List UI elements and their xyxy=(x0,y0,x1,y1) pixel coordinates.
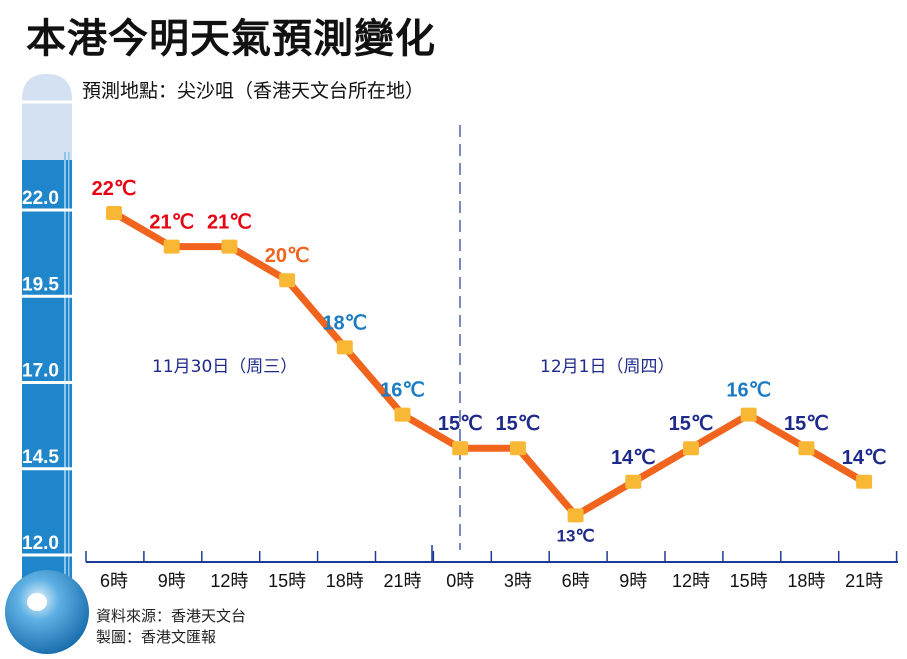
data-label: 20℃ xyxy=(265,245,310,267)
data-label: 22℃ xyxy=(92,178,137,200)
series-line xyxy=(112,209,866,519)
data-label: 15℃ xyxy=(496,413,541,435)
bulb-highlight xyxy=(27,593,47,611)
x-tick-label: 18時 xyxy=(787,571,825,591)
data-label: 15℃ xyxy=(784,413,829,435)
x-tick-label: 15時 xyxy=(730,571,768,591)
data-label: 16℃ xyxy=(380,380,425,402)
source-credit: 資料來源：香港天文台 xyxy=(96,607,247,625)
data-label: 14℃ xyxy=(611,447,656,469)
day-label-1: 11月30日（周三） xyxy=(152,357,298,377)
thermometer-tick-label: 12.0 xyxy=(22,533,59,554)
x-tick-label: 15時 xyxy=(268,571,306,591)
x-tick-label: 6時 xyxy=(100,571,128,591)
data-point xyxy=(336,340,353,355)
thermometer-tick-label: 19.5 xyxy=(22,274,59,295)
data-point xyxy=(798,441,815,456)
x-tick-label: 0時 xyxy=(446,571,474,591)
x-tick-label: 21時 xyxy=(845,571,883,591)
thermometer-highlight xyxy=(68,152,70,577)
data-point xyxy=(567,508,584,523)
data-label: 21℃ xyxy=(149,212,194,234)
thermometer-tick-label: 22.0 xyxy=(22,188,59,209)
x-tick-label: 9時 xyxy=(158,571,186,591)
x-tick-label: 12時 xyxy=(672,571,710,591)
thermometer-tick-label: 17.0 xyxy=(22,361,59,382)
data-label: 13℃ xyxy=(557,526,595,545)
data-point xyxy=(509,441,526,456)
x-tick-label: 12時 xyxy=(210,571,248,591)
data-label: 15℃ xyxy=(669,413,714,435)
day-label-2: 12月1日（周四） xyxy=(540,357,675,377)
data-label: 18℃ xyxy=(322,312,367,334)
thermometer-highlight xyxy=(64,152,66,577)
graphic-credit: 製圖：香港文匯報 xyxy=(96,628,217,646)
thermometer-tick-label: 14.5 xyxy=(22,447,59,468)
data-label: 21℃ xyxy=(207,212,252,234)
location-label: 預測地點：尖沙咀（香港天文台所在地） xyxy=(82,80,425,102)
x-tick-label: 9時 xyxy=(619,571,647,591)
data-point xyxy=(279,273,296,288)
data-point xyxy=(106,206,122,220)
data-label: 16℃ xyxy=(726,380,771,402)
credits: 資料來源：香港天文台 製圖：香港文匯報 xyxy=(96,606,246,648)
x-tick-label: 6時 xyxy=(562,571,590,591)
data-point xyxy=(856,474,873,489)
data-point xyxy=(740,407,757,422)
data-point xyxy=(394,407,411,422)
thermometer-bulb xyxy=(5,570,89,654)
x-tick-label: 3時 xyxy=(504,571,532,591)
data-label: 15℃ xyxy=(438,413,483,435)
page-title: 本港今明天氣預測變化 xyxy=(26,16,436,62)
data-point xyxy=(163,239,180,254)
thermometer-top xyxy=(22,74,72,160)
data-point xyxy=(452,441,469,456)
x-tick-label: 18時 xyxy=(326,571,364,591)
data-label: 14℃ xyxy=(842,447,887,469)
data-point xyxy=(221,239,238,254)
data-point xyxy=(683,441,699,456)
data-point xyxy=(625,474,642,489)
x-tick-label: 21時 xyxy=(383,571,421,591)
thermometer-tube xyxy=(22,160,72,580)
